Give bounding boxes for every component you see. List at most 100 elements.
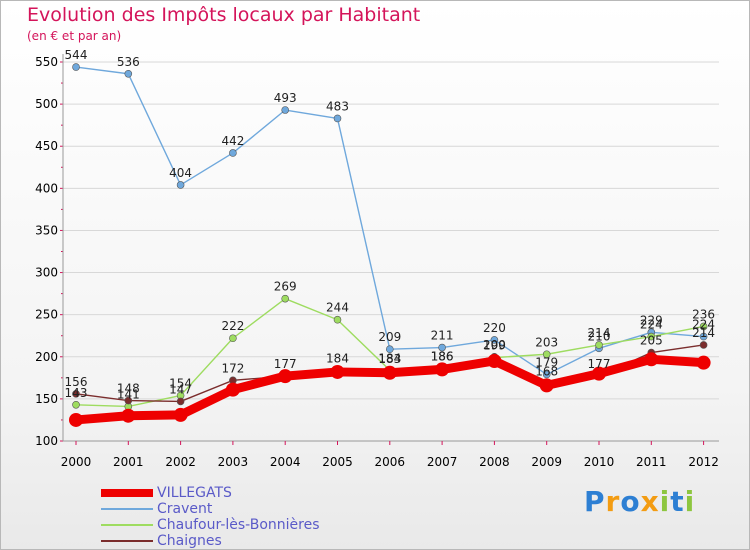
point-villegats-2008 [487,353,502,368]
data-label-chaufour-les-bonnieres-2002: 154 [169,377,192,391]
x-tick-label-2004: 2004 [270,455,301,469]
y-tick-label-350: 350 [35,223,58,237]
data-label-cravent-2005: 483 [326,99,349,113]
data-label-cravent-2001: 536 [117,55,140,69]
x-tick-label-2003: 2003 [218,455,249,469]
legend-swatch-chaufour [101,524,153,526]
data-label-chaignes-2012: 214 [692,326,715,340]
data-label-cravent-2007: 211 [431,329,454,343]
logo-letter-4: i [659,485,671,518]
point-villegats-2005 [330,364,345,379]
logo-letter-3: x [640,485,660,518]
point-chaufour-les-bonnieres-2011 [647,332,656,341]
x-tick-label-2009: 2009 [531,455,562,469]
x-tick-label-2007: 2007 [427,455,458,469]
point-cravent-2009 [542,370,551,379]
data-label-cravent-2002: 404 [169,166,192,180]
point-cravent-2004 [281,106,290,114]
y-tick-label-200: 200 [35,350,58,364]
data-label-chaufour-les-bonnieres-2003: 222 [221,319,244,333]
data-label-chaufour-les-bonnieres-2010: 214 [588,326,611,340]
data-label-chaignes-2004: 177 [274,357,297,371]
x-tick-label-2002: 2002 [165,455,196,469]
data-label-chaufour-les-bonnieres-2007: 186 [431,350,454,364]
logo-letter-1: r [605,485,621,518]
data-label-chaufour-les-bonnieres-2012: 236 [692,307,715,321]
legend-label-chaignes: Chaignes [157,533,222,549]
point-chaufour-les-bonnieres-2009 [542,350,551,359]
data-label-chaignes-2010: 177 [588,357,611,371]
data-label-chaignes-2000: 156 [65,375,88,389]
logo-letter-5: t [670,485,685,518]
axis-layer: 100 150 200 250 300 350 400 450 500 550 2000 2001 20… [35,54,719,469]
point-villegats-2004 [278,369,293,384]
data-label-chaignes-2011: 205 [640,334,663,348]
data-label-chaignes-2009: 168 [535,365,558,379]
point-villegats-2001 [121,408,136,423]
point-villegats-2003 [225,382,240,397]
point-cravent-2002 [176,181,185,189]
x-tick-label-2001: 2001 [113,455,144,469]
data-label-chaignes-2001: 148 [117,382,140,396]
point-chaufour-les-bonnieres-2000 [72,400,80,409]
data-label-cravent-2006: 209 [378,330,401,344]
data-label-chaufour-les-bonnieres-2000: 143 [65,386,88,400]
legend-swatch-villegats [101,489,153,497]
y-tick-label-300: 300 [35,266,58,280]
point-cravent-2005 [333,114,342,123]
logo-letter-2: o [620,485,641,518]
point-chaignes-2001 [124,396,133,405]
x-tick-label-2011: 2011 [636,455,667,469]
data-label-chaufour-les-bonnieres-2001: 141 [117,387,140,401]
point-chaignes-2002 [176,397,185,406]
data-label-chaignes-2008: 200 [483,338,506,352]
y-tick-label-400: 400 [35,181,58,195]
point-villegats-2007 [435,362,450,377]
point-cravent-2001 [124,69,133,78]
x-tick-label-2012: 2012 [688,455,719,469]
point-villegats-2009 [539,378,554,393]
logo-letter-6: i [684,485,696,518]
point-cravent-2008 [490,336,499,344]
legend-label-chaufour: Chaufour-lès-Bonnières [157,517,320,533]
y-tick-label-150: 150 [35,392,58,406]
y-tick-label-250: 250 [35,308,58,322]
point-cravent-2012 [699,332,708,341]
data-label-chaufour-les-bonnieres-2011: 224 [640,318,663,332]
point-villegats-2012 [696,355,711,370]
point-chaufour-les-bonnieres-2010 [595,341,603,349]
data-label-cravent-2011: 229 [640,313,663,327]
point-chaufour-les-bonnieres-2004 [281,294,290,303]
y-tick-label-100: 100 [35,434,58,448]
point-cravent-2007 [438,343,446,352]
data-label-cravent-2000: 544 [65,48,88,62]
point-villegats-2006 [382,365,397,380]
series-layer [69,63,711,427]
grid-layer [63,61,719,442]
x-tick-label-2006: 2006 [375,455,406,469]
data-label-chaufour-les-bonnieres-2004: 269 [274,280,297,294]
y-tick-label-500: 500 [35,97,58,111]
data-label-chaufour-les-bonnieres-2005: 244 [326,301,349,315]
x-tick-label-2005: 2005 [322,455,353,469]
data-label-chaufour-les-bonnieres-2009: 203 [535,335,558,349]
point-chaufour-les-bonnieres-2003 [229,334,237,343]
x-tick-label-2010: 2010 [584,455,615,469]
point-cravent-2006 [385,345,394,353]
logo-letter-0: P [584,485,606,518]
point-chaignes-2000 [72,390,80,398]
data-label-chaufour-les-bonnieres-2006: 184 [378,351,401,365]
proxiti-logo: Proxiti [584,485,695,518]
legend-label-villegats: VILLEGATS [157,485,232,501]
point-villegats-2011 [644,352,659,367]
y-tick-label-550: 550 [35,55,58,69]
x-tick-label-2000: 2000 [61,455,92,469]
y-tick-label-450: 450 [35,139,58,153]
point-villegats-2010 [592,366,606,381]
data-label-chaignes-2003: 172 [221,361,244,375]
chart-title: Evolution des Impôts locaux par Habitant [27,4,421,26]
point-chaignes-2012 [699,341,708,349]
